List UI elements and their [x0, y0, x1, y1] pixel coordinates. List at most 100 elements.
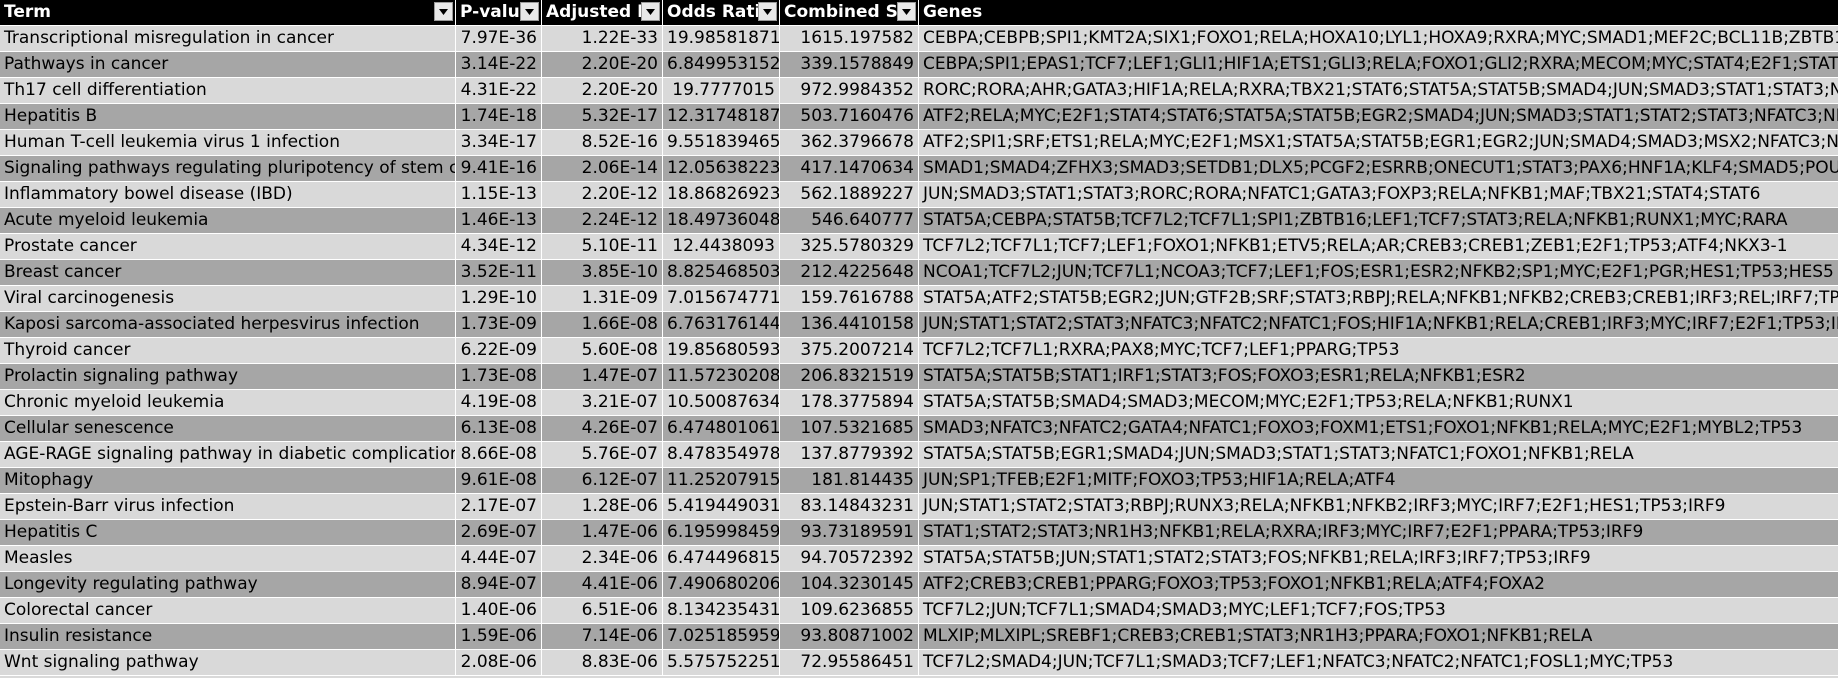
cell-pvalue[interactable]: 3.14E-22 [456, 52, 542, 77]
cell-genes[interactable]: ATF2;SPI1;SRF;ETS1;RELA;MYC;E2F1;MSX1;ST… [923, 132, 1838, 152]
cell-genes[interactable]: JUN;STAT1;STAT2;STAT3;NFATC3;NFATC2;NFAT… [923, 314, 1838, 334]
column-header-pvalue[interactable]: P-value [456, 0, 542, 25]
cell-pvalue[interactable]: 9.61E-08 [456, 468, 542, 493]
cell-adjusted-p[interactable]: 5.60E-08 [542, 338, 663, 363]
cell-term[interactable]: Signaling pathways regulating pluripoten… [0, 156, 456, 181]
cell-adjusted-p[interactable]: 7.14E-06 [542, 624, 663, 649]
cell-adjusted-p[interactable]: 1.28E-06 [542, 494, 663, 519]
cell-odds-ratio[interactable]: 18.86826923 [663, 182, 780, 207]
cell-combined-score[interactable]: 72.95586451 [780, 650, 919, 675]
cell-term[interactable]: Viral carcinogenesis [0, 286, 456, 311]
cell-term[interactable]: Cellular senescence [0, 416, 456, 441]
cell-adjusted-p[interactable]: 5.32E-17 [542, 104, 663, 129]
cell-genes[interactable]: JUN;SMAD3;STAT1;STAT3;RORC;RORA;NFATC1;G… [923, 184, 1761, 204]
cell-adjusted-p[interactable]: 2.20E-12 [542, 182, 663, 207]
cell-combined-score[interactable]: 362.3796678 [780, 130, 919, 155]
cell-genes[interactable]: ATF2;RELA;MYC;E2F1;STAT4;STAT6;STAT5A;ST… [923, 106, 1838, 126]
cell-combined-score[interactable]: 212.4225648 [780, 260, 919, 285]
cell-pvalue[interactable]: 1.46E-13 [456, 208, 542, 233]
cell-genes[interactable]: TCF7L2;TCF7L1;RXRA;PAX8;MYC;TCF7;LEF1;PP… [923, 340, 1400, 360]
cell-term[interactable]: Hepatitis C [0, 520, 456, 545]
cell-combined-score[interactable]: 178.3775894 [780, 390, 919, 415]
cell-adjusted-p[interactable]: 3.85E-10 [542, 260, 663, 285]
cell-term[interactable]: Pathways in cancer [0, 52, 456, 77]
cell-combined-score[interactable]: 159.7616788 [780, 286, 919, 311]
cell-odds-ratio[interactable]: 11.25207915 [663, 468, 780, 493]
filter-dropdown-icon[interactable] [520, 2, 539, 21]
cell-combined-score[interactable]: 107.5321685 [780, 416, 919, 441]
cell-term[interactable]: Mitophagy [0, 468, 456, 493]
cell-adjusted-p[interactable]: 1.31E-09 [542, 286, 663, 311]
cell-combined-score[interactable]: 93.73189591 [780, 520, 919, 545]
cell-term[interactable]: Chronic myeloid leukemia [0, 390, 456, 415]
cell-odds-ratio[interactable]: 18.49736048 [663, 208, 780, 233]
cell-odds-ratio[interactable]: 10.50087634 [663, 390, 780, 415]
cell-genes[interactable]: STAT5A;CEBPA;STAT5B;TCF7L2;TCF7L1;SPI1;Z… [923, 210, 1788, 230]
cell-genes[interactable]: TCF7L2;SMAD4;JUN;TCF7L1;SMAD3;TCF7;LEF1;… [923, 652, 1674, 672]
cell-pvalue[interactable]: 1.73E-09 [456, 312, 542, 337]
cell-adjusted-p[interactable]: 1.66E-08 [542, 312, 663, 337]
cell-odds-ratio[interactable]: 7.015674771 [663, 286, 780, 311]
cell-pvalue[interactable]: 4.19E-08 [456, 390, 542, 415]
cell-adjusted-p[interactable]: 4.41E-06 [542, 572, 663, 597]
cell-odds-ratio[interactable]: 8.825468503 [663, 260, 780, 285]
filter-dropdown-icon[interactable] [641, 2, 660, 21]
cell-odds-ratio[interactable]: 12.4438093 [663, 234, 780, 259]
cell-combined-score[interactable]: 972.9984352 [780, 78, 919, 103]
cell-adjusted-p[interactable]: 2.20E-20 [542, 78, 663, 103]
column-header-combined[interactable]: Combined Sc [780, 0, 919, 25]
column-header-genes[interactable]: Genes [919, 0, 1838, 25]
cell-genes[interactable]: STAT5A;STAT5B;STAT1;IRF1;STAT3;FOS;FOXO3… [923, 366, 1526, 386]
cell-pvalue[interactable]: 1.15E-13 [456, 182, 542, 207]
cell-term[interactable]: AGE-RAGE signaling pathway in diabetic c… [0, 442, 456, 467]
cell-term[interactable]: Hepatitis B [0, 104, 456, 129]
cell-term[interactable]: Th17 cell differentiation [0, 78, 456, 103]
cell-odds-ratio[interactable]: 19.7777015 [663, 78, 780, 103]
cell-combined-score[interactable]: 339.1578849 [780, 52, 919, 77]
cell-term[interactable]: Kaposi sarcoma-associated herpesvirus in… [0, 312, 456, 337]
cell-adjusted-p[interactable]: 2.06E-14 [542, 156, 663, 181]
cell-genes[interactable]: STAT5A;STAT5B;JUN;STAT1;STAT2;STAT3;FOS;… [923, 548, 1591, 568]
cell-combined-score[interactable]: 325.5780329 [780, 234, 919, 259]
cell-term[interactable]: Acute myeloid leukemia [0, 208, 456, 233]
cell-term[interactable]: Epstein-Barr virus infection [0, 494, 456, 519]
cell-genes[interactable]: STAT5A;ATF2;STAT5B;EGR2;JUN;GTF2B;SRF;ST… [923, 288, 1838, 308]
cell-term[interactable]: Transcriptional misregulation in cancer [0, 26, 456, 51]
cell-pvalue[interactable]: 9.41E-16 [456, 156, 542, 181]
cell-genes[interactable]: STAT5A;STAT5B;SMAD4;SMAD3;MECOM;MYC;E2F1… [923, 392, 1574, 412]
cell-term[interactable]: Prolactin signaling pathway [0, 364, 456, 389]
cell-odds-ratio[interactable]: 6.849953152 [663, 52, 780, 77]
cell-odds-ratio[interactable]: 12.31748187 [663, 104, 780, 129]
cell-adjusted-p[interactable]: 1.47E-07 [542, 364, 663, 389]
cell-genes[interactable]: STAT5A;STAT5B;EGR1;SMAD4;JUN;SMAD3;STAT1… [923, 444, 1634, 464]
cell-adjusted-p[interactable]: 2.34E-06 [542, 546, 663, 571]
cell-combined-score[interactable]: 1615.197582 [780, 26, 919, 51]
cell-pvalue[interactable]: 2.69E-07 [456, 520, 542, 545]
cell-combined-score[interactable]: 562.1889227 [780, 182, 919, 207]
filter-dropdown-icon[interactable] [758, 2, 777, 21]
cell-odds-ratio[interactable]: 19.85680593 [663, 338, 780, 363]
cell-combined-score[interactable]: 181.814435 [780, 468, 919, 493]
cell-combined-score[interactable]: 503.7160476 [780, 104, 919, 129]
cell-combined-score[interactable]: 94.70572392 [780, 546, 919, 571]
cell-pvalue[interactable]: 2.17E-07 [456, 494, 542, 519]
cell-combined-score[interactable]: 206.8321519 [780, 364, 919, 389]
filter-dropdown-icon[interactable] [434, 2, 453, 21]
cell-combined-score[interactable]: 109.6236855 [780, 598, 919, 623]
cell-pvalue[interactable]: 4.44E-07 [456, 546, 542, 571]
cell-term[interactable]: Wnt signaling pathway [0, 650, 456, 675]
cell-odds-ratio[interactable]: 6.474496815 [663, 546, 780, 571]
cell-genes[interactable]: CEBPA;CEBPB;SPI1;KMT2A;SIX1;FOXO1;RELA;H… [923, 28, 1838, 48]
cell-genes[interactable]: STAT1;STAT2;STAT3;NR1H3;NFKB1;RELA;RXRA;… [923, 522, 1644, 542]
cell-adjusted-p[interactable]: 2.24E-12 [542, 208, 663, 233]
cell-term[interactable]: Longevity regulating pathway [0, 572, 456, 597]
cell-odds-ratio[interactable]: 6.763176144 [663, 312, 780, 337]
cell-genes[interactable]: TCF7L2;JUN;TCF7L1;SMAD4;SMAD3;MYC;LEF1;T… [923, 600, 1446, 620]
cell-adjusted-p[interactable]: 6.51E-06 [542, 598, 663, 623]
cell-term[interactable]: Thyroid cancer [0, 338, 456, 363]
cell-adjusted-p[interactable]: 2.20E-20 [542, 52, 663, 77]
cell-combined-score[interactable]: 83.14843231 [780, 494, 919, 519]
cell-adjusted-p[interactable]: 8.52E-16 [542, 130, 663, 155]
cell-genes[interactable]: TCF7L2;TCF7L1;TCF7;LEF1;FOXO1;NFKB1;ETV5… [923, 236, 1788, 256]
cell-combined-score[interactable]: 417.1470634 [780, 156, 919, 181]
